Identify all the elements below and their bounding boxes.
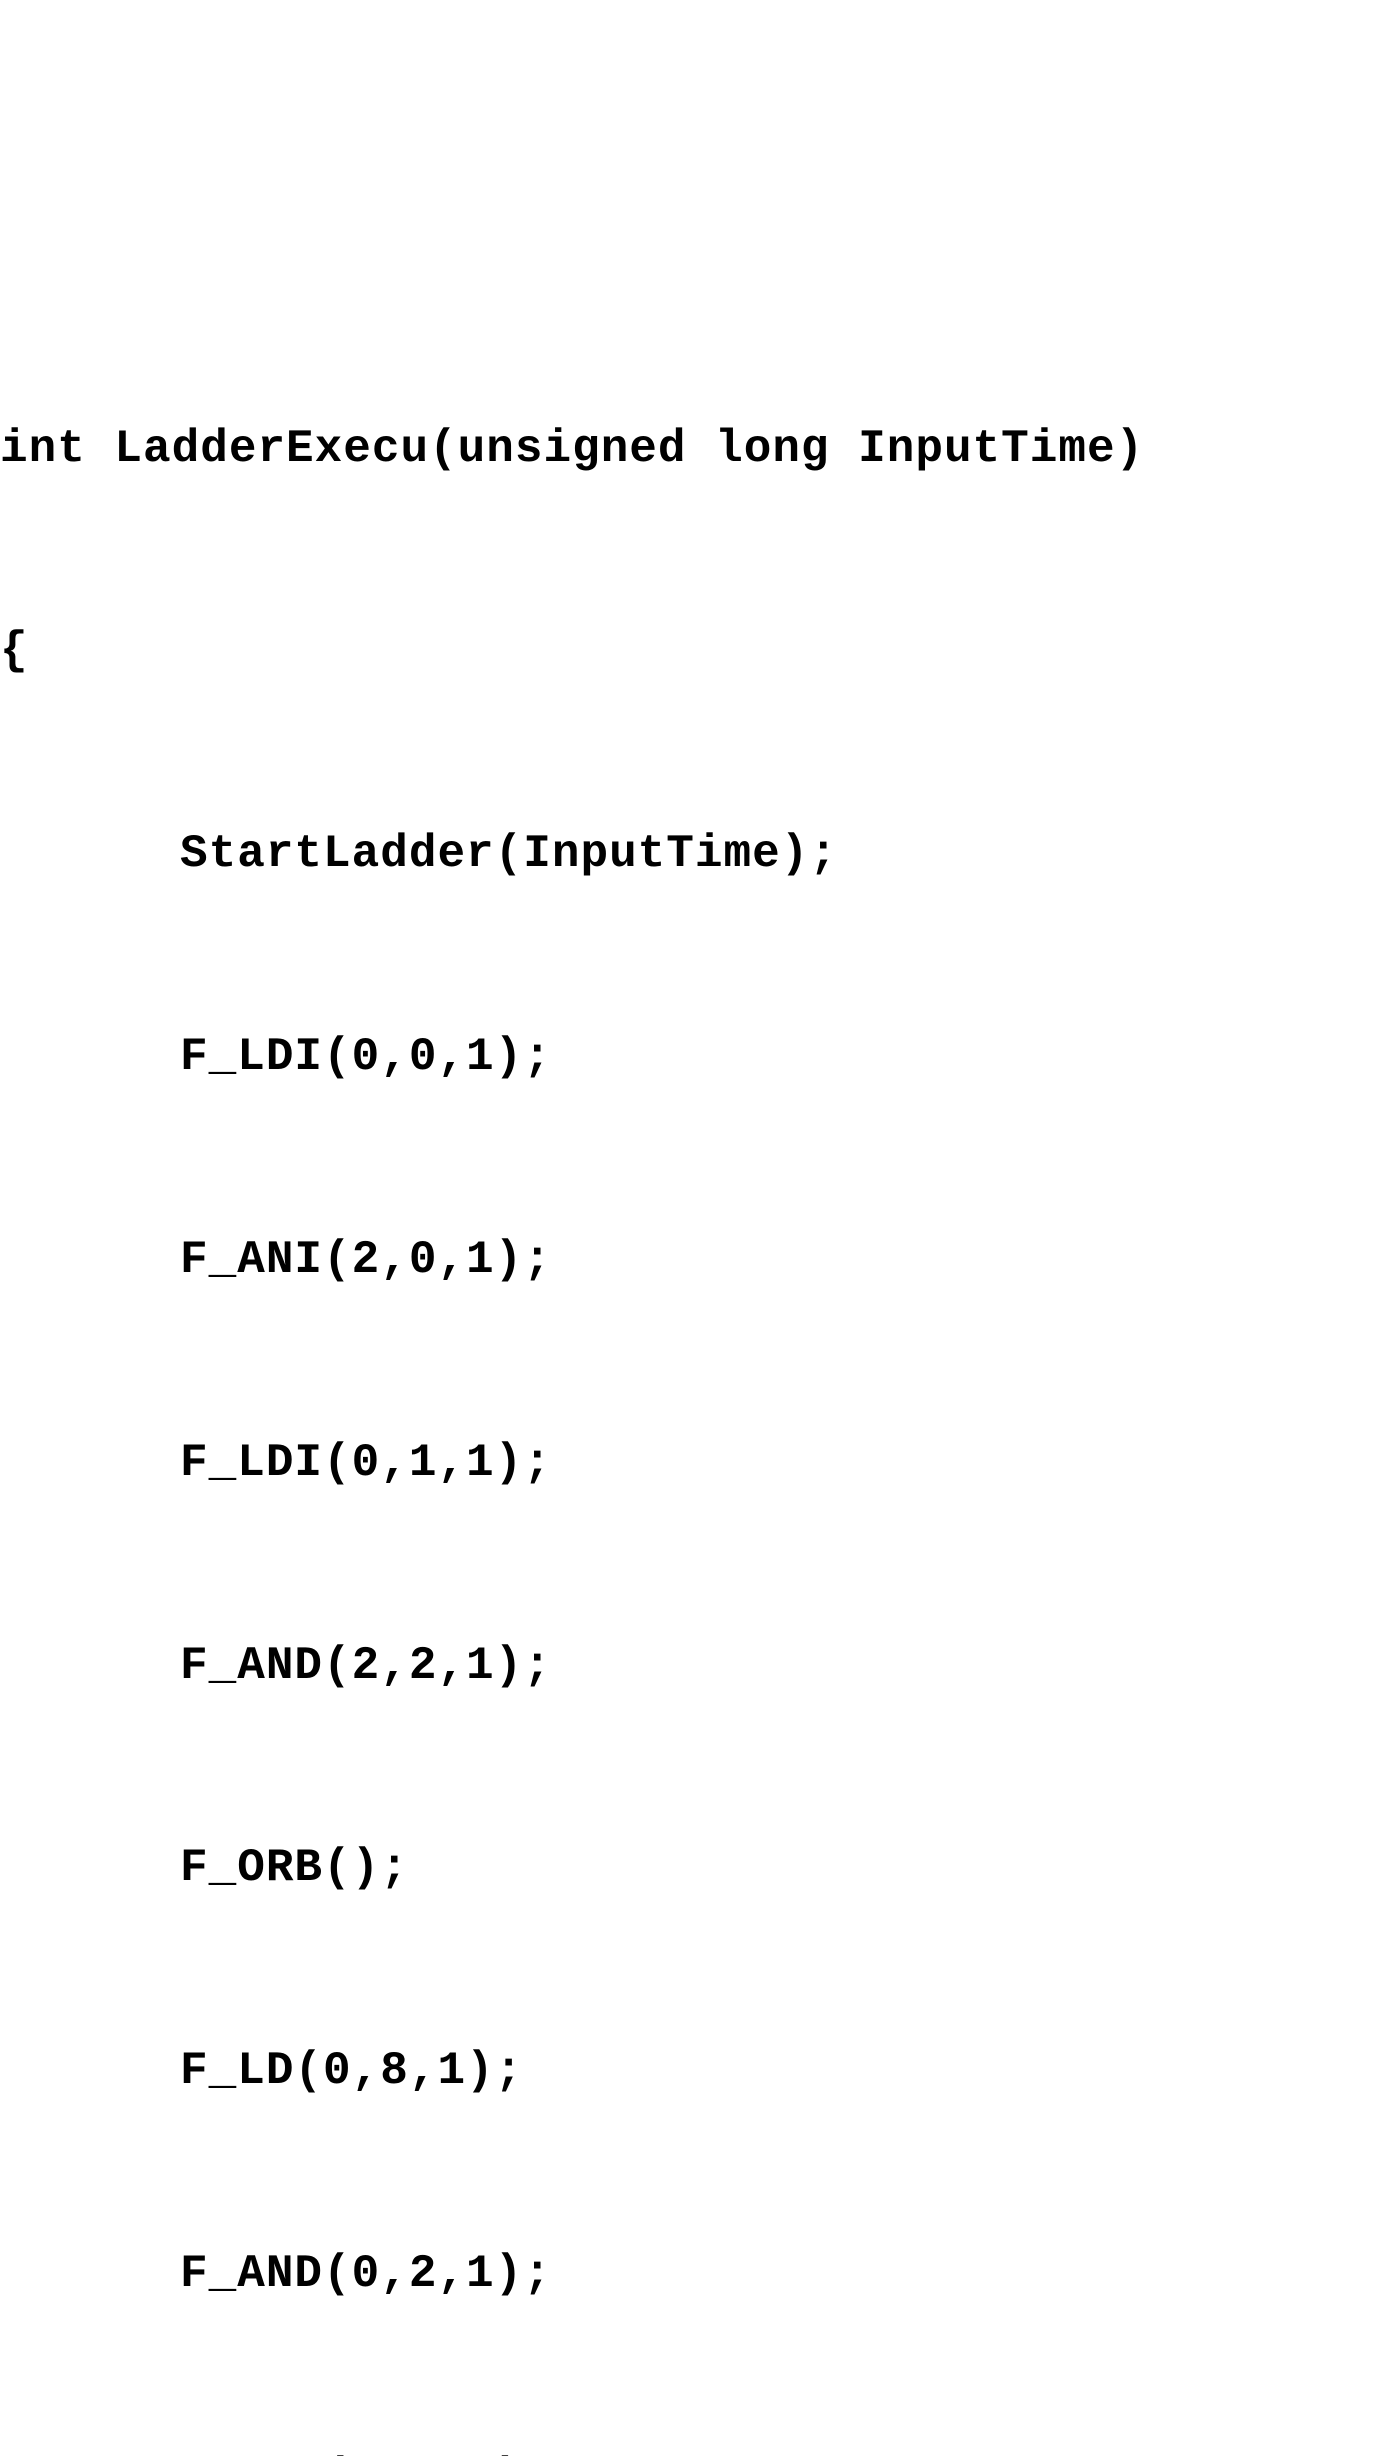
code-line-1: { — [0, 618, 1377, 686]
code-block: int LadderExecu(unsigned long InputTime)… — [0, 280, 1377, 2456]
code-line-5: F_LDI(0,1,1); — [0, 1430, 1377, 1498]
code-line-2: StartLadder(InputTime); — [0, 821, 1377, 889]
code-line-4: F_ANI(2,0,1); — [0, 1227, 1377, 1295]
code-line-7: F_ORB(); — [0, 1835, 1377, 1903]
code-line-6: F_AND(2,2,1); — [0, 1633, 1377, 1701]
code-line-10: F_LDI(0,5,1); — [0, 2444, 1377, 2456]
code-line-9: F_AND(0,2,1); — [0, 2241, 1377, 2309]
code-line-3: F_LDI(0,0,1); — [0, 1024, 1377, 1092]
code-line-8: F_LD(0,8,1); — [0, 2038, 1377, 2106]
code-line-0: int LadderExecu(unsigned long InputTime) — [0, 416, 1377, 484]
